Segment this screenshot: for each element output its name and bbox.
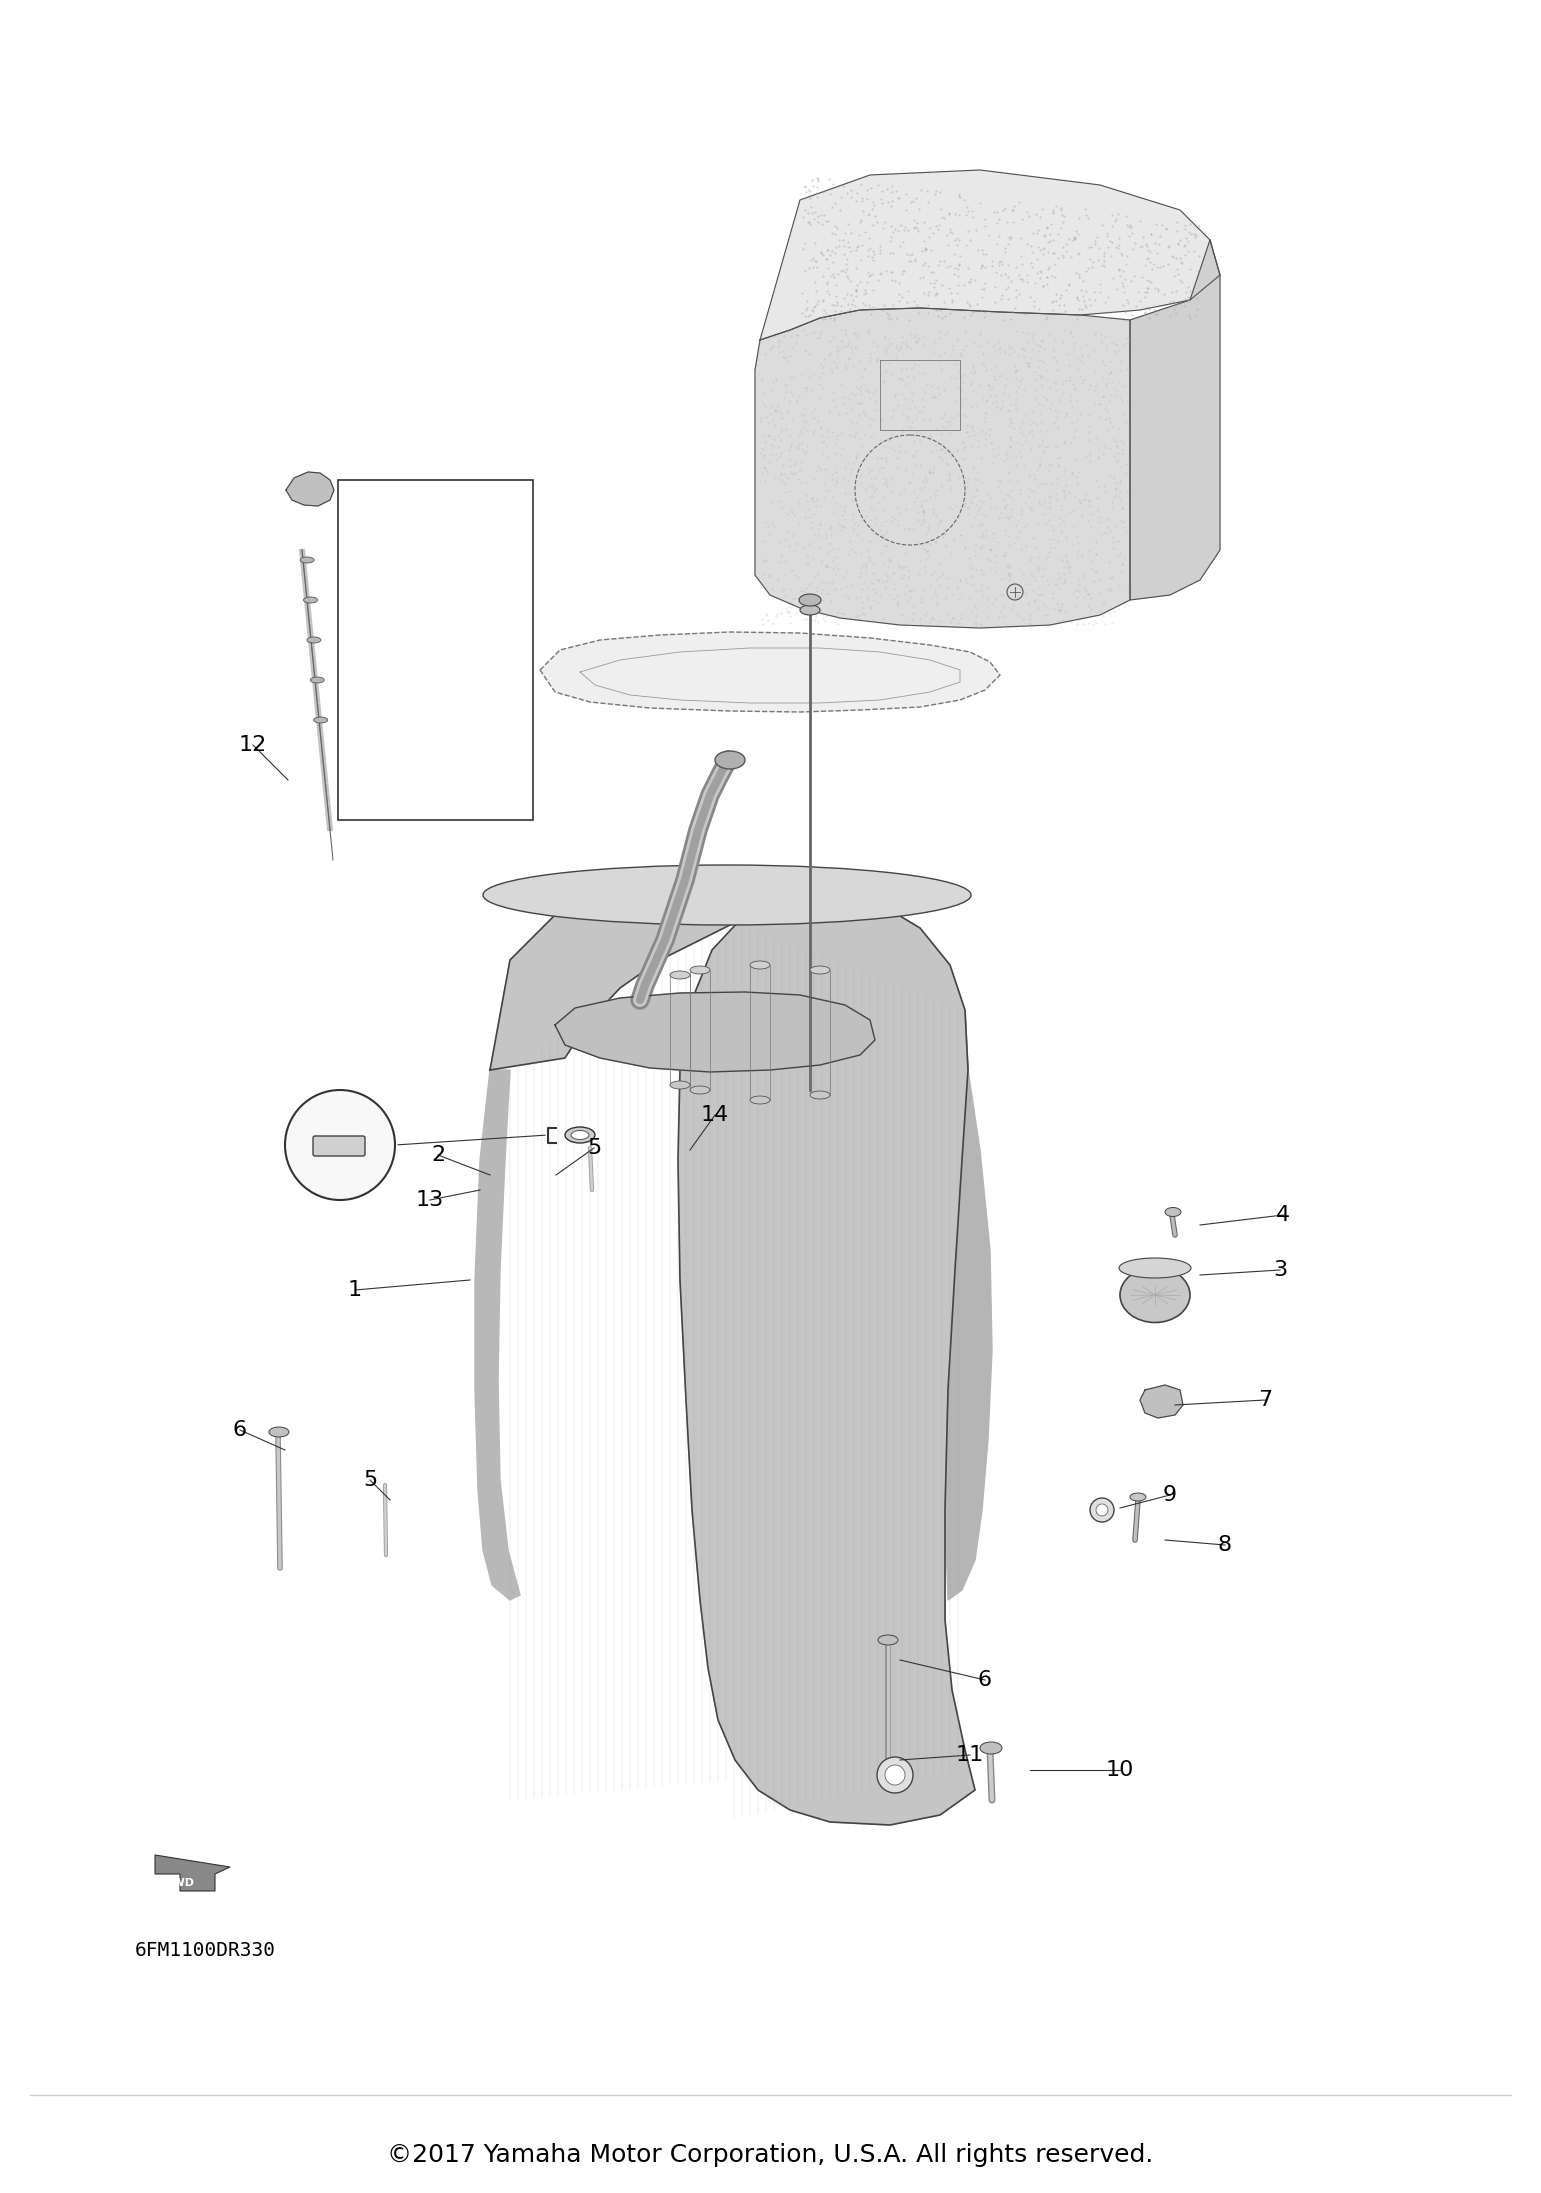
Text: 6: 6 <box>233 1421 247 1441</box>
Ellipse shape <box>314 717 328 724</box>
Polygon shape <box>490 877 975 1825</box>
Text: 14: 14 <box>701 1105 729 1125</box>
Text: 8: 8 <box>1217 1535 1233 1555</box>
Text: 6FM1100DR330: 6FM1100DR330 <box>136 1941 276 1961</box>
Text: 4: 4 <box>1276 1204 1290 1226</box>
Polygon shape <box>760 171 1220 340</box>
FancyBboxPatch shape <box>313 1136 365 1156</box>
Text: 9: 9 <box>1163 1485 1177 1504</box>
Ellipse shape <box>1120 1268 1190 1322</box>
Ellipse shape <box>878 1636 898 1645</box>
Ellipse shape <box>1130 1493 1147 1500</box>
Ellipse shape <box>270 1428 290 1436</box>
Ellipse shape <box>1119 1259 1191 1279</box>
Text: 11: 11 <box>955 1746 985 1765</box>
Text: ©2017 Yamaha Motor Corporation, U.S.A. All rights reserved.: ©2017 Yamaha Motor Corporation, U.S.A. A… <box>387 2143 1153 2167</box>
Text: 12: 12 <box>239 735 267 754</box>
Ellipse shape <box>811 1090 831 1099</box>
Text: 6: 6 <box>979 1671 992 1691</box>
Polygon shape <box>156 1855 230 1890</box>
Ellipse shape <box>811 965 831 974</box>
Ellipse shape <box>670 1081 690 1090</box>
Polygon shape <box>539 632 1000 713</box>
Polygon shape <box>945 1011 992 1601</box>
Text: 2: 2 <box>431 1145 445 1164</box>
Ellipse shape <box>750 961 770 969</box>
Ellipse shape <box>715 750 744 770</box>
Text: 1: 1 <box>348 1281 362 1300</box>
Ellipse shape <box>566 1127 595 1143</box>
Text: FWD: FWD <box>165 1877 194 1888</box>
Text: 7: 7 <box>1257 1390 1271 1410</box>
Polygon shape <box>1140 1386 1183 1419</box>
Ellipse shape <box>304 596 317 603</box>
Circle shape <box>1089 1498 1114 1522</box>
Ellipse shape <box>798 594 821 605</box>
Text: 13: 13 <box>416 1191 444 1211</box>
Circle shape <box>877 1757 912 1794</box>
Ellipse shape <box>482 864 971 925</box>
Circle shape <box>1096 1504 1108 1515</box>
Ellipse shape <box>1165 1208 1180 1217</box>
Ellipse shape <box>310 678 324 682</box>
Ellipse shape <box>690 1086 710 1094</box>
Ellipse shape <box>750 1096 770 1103</box>
Ellipse shape <box>800 605 820 614</box>
Polygon shape <box>475 1070 519 1601</box>
Ellipse shape <box>572 1132 589 1140</box>
Ellipse shape <box>300 557 314 564</box>
Polygon shape <box>555 991 875 1072</box>
Text: 3: 3 <box>1273 1261 1287 1281</box>
Circle shape <box>885 1765 905 1785</box>
Text: 5: 5 <box>587 1138 601 1158</box>
Circle shape <box>285 1090 394 1200</box>
Polygon shape <box>1130 239 1220 601</box>
Ellipse shape <box>307 636 321 643</box>
Polygon shape <box>287 471 334 507</box>
Ellipse shape <box>690 965 710 974</box>
Ellipse shape <box>670 971 690 978</box>
Bar <box>337 480 533 820</box>
Polygon shape <box>755 307 1130 627</box>
Ellipse shape <box>980 1741 1002 1754</box>
Text: 10: 10 <box>1106 1761 1134 1781</box>
Text: 5: 5 <box>362 1469 378 1489</box>
